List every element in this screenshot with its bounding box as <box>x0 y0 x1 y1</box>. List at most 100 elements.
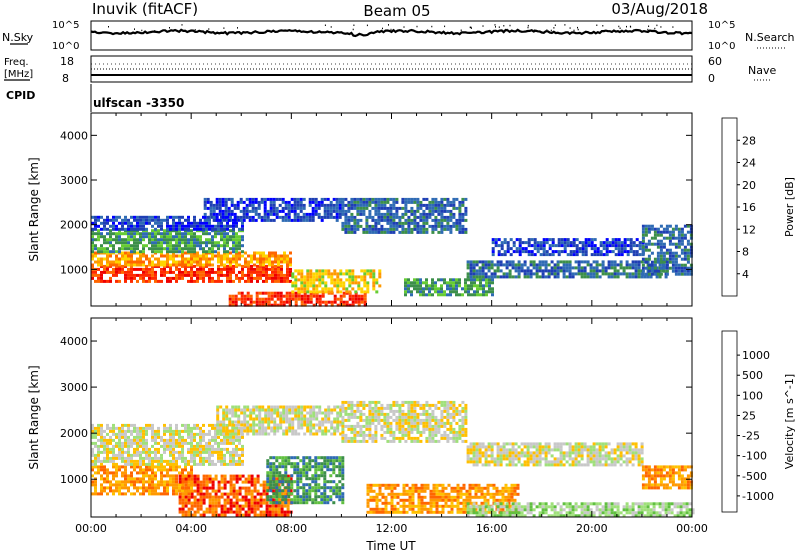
noise-search-dot <box>656 24 658 27</box>
date-title: 03/Aug/2018 <box>611 0 708 18</box>
noise-search-dot <box>324 24 326 26</box>
noise-search-dot <box>654 27 656 30</box>
noise-right-label: N.Search <box>745 31 795 44</box>
noise-search-dot <box>208 28 210 30</box>
colorbar-tick-label: 500 <box>742 369 763 382</box>
noise-search-dot <box>353 24 355 26</box>
noise-search-dot <box>470 26 472 29</box>
noise-search-dot <box>444 25 446 28</box>
freq-right-label: Nave <box>748 64 776 77</box>
scatter-band <box>203 197 342 222</box>
cpid-label: CPID <box>6 89 35 102</box>
noise-search-dot <box>569 27 571 29</box>
velocity-panel: 1000 2000 3000 4000 Slant Range [km] 00:00 04:… <box>27 317 796 535</box>
scatter-band <box>641 224 693 276</box>
freq-right-tick-bottom: 0 <box>708 72 715 85</box>
noise-search-dot <box>553 27 555 29</box>
scatter-band <box>341 400 468 443</box>
colorbar-label: Velocity [m s^-1] <box>783 374 796 469</box>
freq-left-label-2: [MHz] <box>4 69 33 80</box>
scatter-band <box>466 502 695 518</box>
noise-search-dot <box>108 26 109 28</box>
noise-search-dot <box>134 28 135 30</box>
noise-left-tick-top: 10^5 <box>52 20 79 31</box>
scatter-band <box>228 291 367 307</box>
scatter-band <box>266 456 345 505</box>
colorbar-tick-label: 25 <box>742 409 756 422</box>
noise-search-dot <box>330 26 332 28</box>
colorbar-tick-label: 20 <box>742 179 756 192</box>
noise-search-dot <box>482 25 484 27</box>
beam-title: Beam 05 <box>363 2 430 20</box>
x-tick-label: 12:00 <box>376 522 408 535</box>
y-tick-label: 2000 <box>60 427 88 440</box>
y-tick-label: 2000 <box>60 219 88 232</box>
noise-search-dot <box>619 27 621 29</box>
noise-search-dot <box>366 24 368 27</box>
freq-left-tick-top: 18 <box>60 55 74 68</box>
noise-search-dot <box>469 26 471 29</box>
noise-search-dot <box>495 26 496 28</box>
colorbar: 4 8 12 16 20 24 28 Power [dB] <box>721 117 796 297</box>
y-axis-label: Slant Range [km] <box>27 157 41 261</box>
colorbar-frame <box>721 117 738 297</box>
station-title: Inuvik (fitACF) <box>92 0 198 18</box>
noise-search-dot <box>141 29 143 32</box>
colorbar-tick-label: 16 <box>742 201 756 214</box>
y-tick-label: 3000 <box>60 174 88 187</box>
noise-search-dot <box>546 29 548 31</box>
x-tick-label: 20:00 <box>576 522 608 535</box>
scatter-band <box>404 278 494 297</box>
noise-search-dot <box>181 24 183 26</box>
noise-search-dot <box>494 24 496 26</box>
x-tick-label: 00:00 <box>75 522 107 535</box>
noise-search-dot <box>503 25 505 27</box>
noise-search-dot <box>527 26 529 29</box>
noise-search-dot <box>533 29 535 31</box>
noise-search-dot <box>431 25 433 28</box>
freq-right-tick-top: 60 <box>708 55 722 68</box>
y-tick-label: 4000 <box>60 335 88 348</box>
noise-search-dot <box>573 29 575 32</box>
x-tick-label: 08:00 <box>275 522 307 535</box>
colorbar-frame <box>721 330 738 513</box>
scatter-band <box>91 215 244 231</box>
scatter-band <box>291 269 382 294</box>
noise-search-dot <box>596 24 598 26</box>
y-tick-label: 4000 <box>60 129 88 142</box>
noise-search-dot <box>554 24 556 26</box>
noise-search-dot <box>403 26 405 28</box>
noise-search-dot <box>503 29 505 32</box>
scatter-band <box>91 423 244 466</box>
noise-search-dot <box>577 28 579 31</box>
freq-trace <box>91 63 692 76</box>
noise-search-dot <box>564 24 566 26</box>
colorbar-tick-label: 8 <box>742 246 749 259</box>
noise-search-dot <box>352 28 354 31</box>
noise-panel: N.Sky 10^5 10^0 10^5 10^0 N.Search <box>2 20 795 52</box>
y-tick-label: 3000 <box>60 381 88 394</box>
noise-search-dot <box>626 25 627 28</box>
freq-left-label-1: Freq. <box>4 57 29 68</box>
noise-search-dot <box>416 25 418 28</box>
noise-search-dot <box>509 24 511 27</box>
noise-search-dot <box>550 29 552 32</box>
noise-search-dot <box>647 29 649 32</box>
scatter-band <box>491 238 645 257</box>
noise-search-dot <box>577 26 578 29</box>
colorbar-tick-label: -25 <box>742 430 760 443</box>
y-tick-label: 1000 <box>60 263 88 276</box>
scatter-band <box>466 260 668 279</box>
noise-search-dot <box>388 24 389 26</box>
colorbar-tick-label: 100 <box>742 389 763 402</box>
noise-search-dot <box>237 27 238 29</box>
noise-search-dot <box>498 26 500 28</box>
x-tick-label: 16:00 <box>476 522 508 535</box>
colorbar-tick-label: 12 <box>742 223 756 236</box>
colorbar-tick-label: 28 <box>742 134 756 147</box>
colorbar-label: Power [dB] <box>783 177 796 237</box>
noise-left-label: N.Sky <box>2 31 34 44</box>
noise-search-dot <box>527 24 529 27</box>
noise-sky-line <box>90 28 693 38</box>
freq-left-tick-bottom: 8 <box>62 72 69 85</box>
